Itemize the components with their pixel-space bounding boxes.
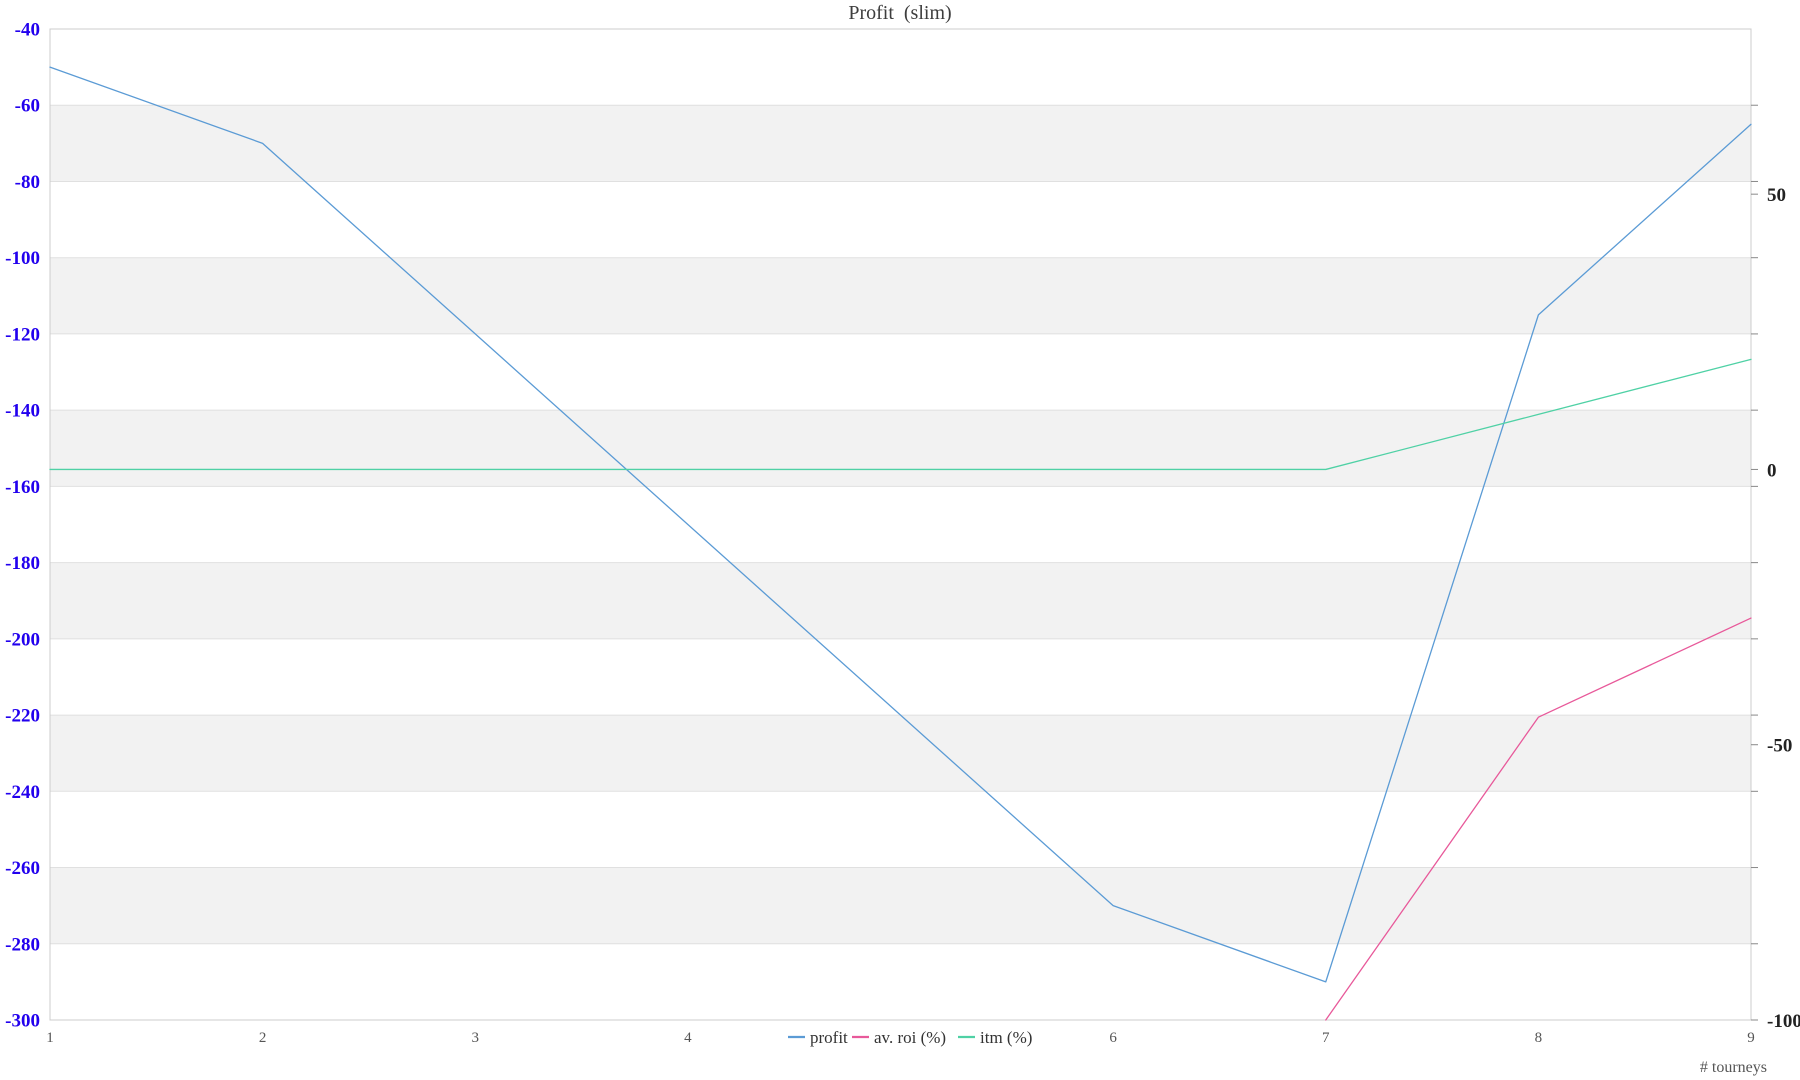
- svg-text:0: 0: [1767, 460, 1777, 481]
- svg-text:7: 7: [1322, 1030, 1330, 1046]
- svg-text:-220: -220: [5, 706, 40, 727]
- svg-text:2: 2: [259, 1030, 267, 1046]
- svg-text:1: 1: [46, 1030, 54, 1046]
- svg-text:6: 6: [1109, 1030, 1117, 1046]
- svg-text:# tourneys: # tourneys: [1700, 1059, 1767, 1076]
- svg-text:-50: -50: [1767, 736, 1792, 757]
- svg-text:-180: -180: [5, 553, 40, 574]
- svg-text:-240: -240: [5, 782, 40, 803]
- svg-text:av. roi (%): av. roi (%): [874, 1028, 946, 1047]
- svg-text:-160: -160: [5, 477, 40, 498]
- svg-text:profit: profit: [810, 1028, 848, 1047]
- svg-text:-260: -260: [5, 858, 40, 879]
- svg-text:-140: -140: [5, 401, 40, 422]
- svg-text:-60: -60: [15, 96, 40, 117]
- svg-text:-100: -100: [5, 248, 40, 269]
- svg-text:9: 9: [1747, 1030, 1755, 1046]
- svg-text:-80: -80: [15, 172, 40, 193]
- svg-text:-100: -100: [1767, 1011, 1800, 1032]
- svg-text:itm (%): itm (%): [980, 1028, 1032, 1047]
- svg-text:-120: -120: [5, 324, 40, 345]
- svg-text:8: 8: [1535, 1030, 1543, 1046]
- svg-text:-200: -200: [5, 629, 40, 650]
- svg-text:4: 4: [684, 1030, 692, 1046]
- svg-text:50: 50: [1767, 185, 1786, 206]
- svg-text:-300: -300: [5, 1011, 40, 1032]
- svg-text:-280: -280: [5, 934, 40, 955]
- svg-text:-40: -40: [15, 20, 40, 41]
- svg-text:3: 3: [472, 1030, 480, 1046]
